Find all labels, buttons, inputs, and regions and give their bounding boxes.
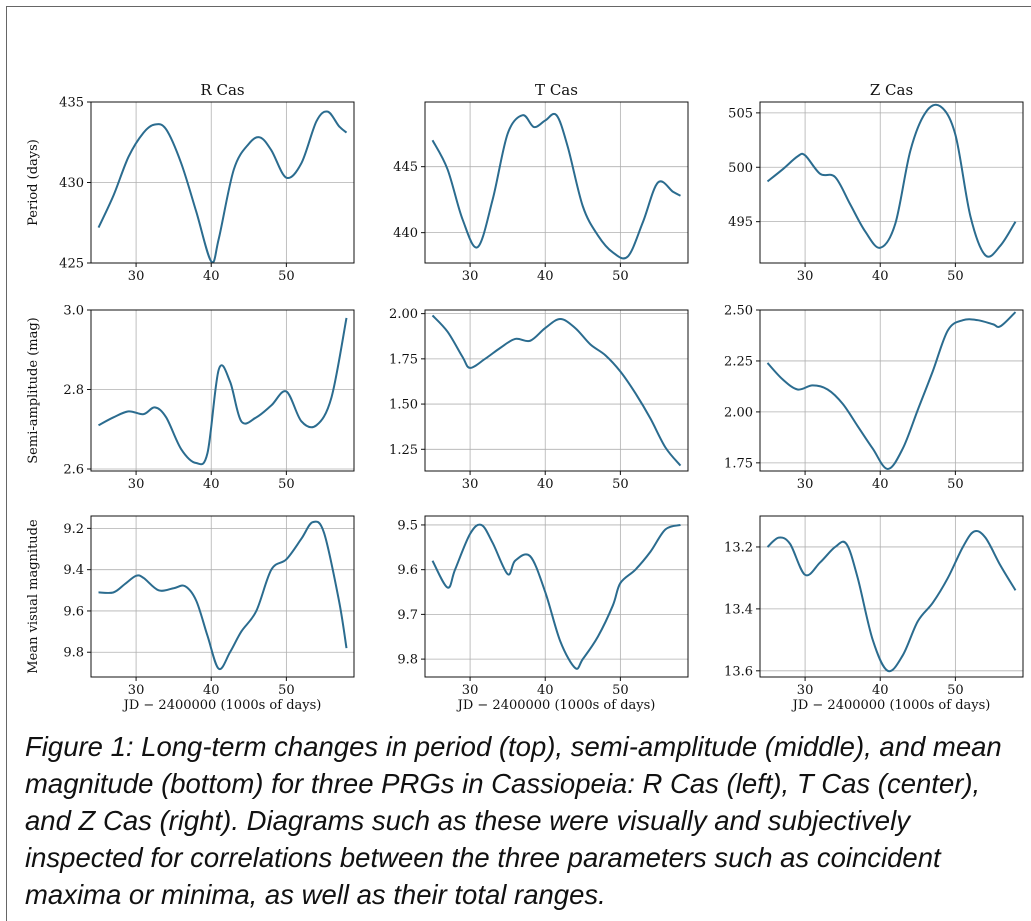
chart-panel-8: 30 40 50 9.5 9.6 9.7 9.8 JD − 2400000 (1000s of… <box>397 515 689 713</box>
y-tick-label: 9.4 <box>63 563 84 578</box>
axes-frame <box>759 515 1024 678</box>
series-line <box>766 103 1017 258</box>
y-tick-label: 9.5 <box>397 518 418 533</box>
y-tick-label: 13.4 <box>724 602 753 617</box>
series-line <box>766 311 1017 470</box>
chart-panel-1: 30 40 50 425 430 435 R Cas Period (days) <box>26 81 355 284</box>
series-line <box>97 110 348 264</box>
axes-frame <box>424 101 689 264</box>
y-tick-label: 9.2 <box>63 522 84 537</box>
series-line <box>98 520 348 671</box>
y-tick-label: 2.50 <box>724 304 753 319</box>
y-tick-label: 1.50 <box>389 398 418 413</box>
x-tick-label: 40 <box>203 269 220 284</box>
chart-title: T Cas <box>535 81 578 99</box>
x-tick-label: 40 <box>872 477 889 492</box>
axes-frame <box>759 309 1024 472</box>
chart-panel-6: 30 40 50 1.75 2.00 2.25 2.50 <box>724 304 1024 492</box>
axes-frame <box>424 515 689 678</box>
y-tick-label: 425 <box>59 257 84 272</box>
y-axis-label: Mean visual magnitude <box>26 519 41 674</box>
chart-title: R Cas <box>200 81 244 99</box>
x-tick-label: 50 <box>947 269 964 284</box>
figure-caption: Figure 1: Long-term changes in period (t… <box>25 731 1002 910</box>
y-tick-label: 445 <box>393 160 418 175</box>
x-axis-label: JD − 2400000 (1000s of days) <box>791 698 991 713</box>
y-tick-label: 495 <box>728 215 753 230</box>
axes-frame <box>759 101 1024 264</box>
series-line <box>766 529 1017 673</box>
x-tick-label: 30 <box>128 683 145 698</box>
x-tick-label: 30 <box>462 269 479 284</box>
chart-panel-7: 30 40 50 9.2 9.4 9.6 9.8 JD − 2400000 (1000s of… <box>26 515 355 713</box>
y-tick-label: 9.7 <box>397 608 418 623</box>
x-tick-label: 40 <box>537 269 554 284</box>
y-tick-label: 2.25 <box>724 354 753 369</box>
series-line <box>98 317 348 466</box>
x-tick-label: 50 <box>278 683 295 698</box>
y-tick-label: 9.8 <box>397 653 418 668</box>
x-tick-label: 40 <box>537 477 554 492</box>
y-axis-label: Period (days) <box>26 139 41 226</box>
y-tick-label: 440 <box>393 226 418 241</box>
axes-frame <box>90 309 355 472</box>
y-tick-label: 2.00 <box>724 405 753 420</box>
y-axis-label: Semi-amplitude (mag) <box>26 317 41 463</box>
x-tick-label: 30 <box>797 269 814 284</box>
chart-panel-2: 30 40 50 440 445 T Cas <box>393 81 689 284</box>
chart-panel-9: 30 40 50 13.2 13.4 13.6 JD − 2400000 (1000s of… <box>724 515 1024 713</box>
y-tick-label: 1.25 <box>389 443 418 458</box>
x-tick-label: 50 <box>947 477 964 492</box>
y-tick-label: 2.8 <box>63 383 84 398</box>
y-tick-label: 3.0 <box>63 304 84 319</box>
x-tick-label: 40 <box>872 683 889 698</box>
x-tick-label: 40 <box>203 683 220 698</box>
x-tick-label: 50 <box>947 683 964 698</box>
x-tick-label: 50 <box>278 269 295 284</box>
y-tick-label: 9.6 <box>63 604 84 619</box>
y-tick-label: 505 <box>728 106 753 121</box>
x-tick-label: 30 <box>797 477 814 492</box>
x-tick-label: 40 <box>872 269 889 284</box>
y-tick-label: 2.00 <box>389 307 418 322</box>
x-tick-label: 40 <box>537 683 554 698</box>
axes-frame <box>90 515 355 678</box>
x-tick-label: 30 <box>462 477 479 492</box>
x-tick-label: 30 <box>797 683 814 698</box>
series-line <box>431 523 681 670</box>
chart-title: Z Cas <box>870 81 913 99</box>
x-tick-label: 50 <box>612 477 629 492</box>
series-line <box>431 314 682 467</box>
chart-panel-5: 30 40 50 1.25 1.50 1.75 2.00 <box>389 307 689 492</box>
x-tick-label: 30 <box>128 269 145 284</box>
x-tick-label: 50 <box>612 683 629 698</box>
y-tick-label: 435 <box>59 96 84 111</box>
chart-panel-4: 30 40 50 2.6 2.8 3.0 Semi-amplitude (mag) <box>26 304 355 492</box>
y-tick-label: 2.6 <box>63 463 84 478</box>
chart-panel-3: 30 40 50 495 500 505 Z Cas <box>728 81 1024 284</box>
x-tick-label: 30 <box>128 477 145 492</box>
y-tick-label: 1.75 <box>724 456 753 471</box>
x-tick-label: 50 <box>278 477 295 492</box>
x-tick-label: 40 <box>203 477 220 492</box>
x-tick-label: 30 <box>462 683 479 698</box>
y-tick-label: 430 <box>59 176 84 191</box>
y-tick-label: 1.75 <box>389 352 418 367</box>
figure-frame <box>6 6 1031 921</box>
axes-frame <box>424 309 689 472</box>
y-tick-label: 13.2 <box>724 540 753 555</box>
y-tick-label: 9.6 <box>397 563 418 578</box>
y-tick-label: 500 <box>728 161 753 176</box>
y-tick-label: 9.8 <box>63 646 84 661</box>
x-axis-label: JD − 2400000 (1000s of days) <box>456 698 656 713</box>
x-tick-label: 50 <box>612 269 629 284</box>
series-line <box>431 112 681 260</box>
y-tick-label: 13.6 <box>724 664 753 679</box>
x-axis-label: JD − 2400000 (1000s of days) <box>122 698 322 713</box>
